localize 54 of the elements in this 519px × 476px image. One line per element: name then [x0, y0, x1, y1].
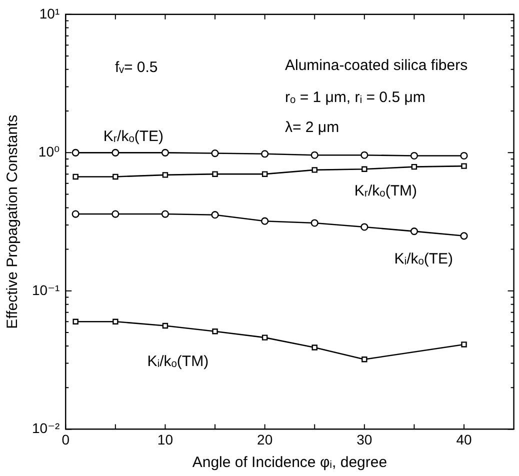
point	[461, 342, 467, 348]
point	[410, 227, 418, 236]
point	[310, 219, 318, 227]
series-label: Kᵣ/kₒ(TE)	[103, 128, 164, 145]
point	[262, 334, 268, 340]
point	[212, 328, 218, 334]
point	[161, 148, 170, 156]
x-tick-label: 30	[356, 431, 372, 448]
point	[460, 232, 468, 240]
series-label: Kᵢ/kₒ(TM)	[147, 352, 209, 370]
point	[261, 150, 269, 158]
y-tick-label: 10¹	[39, 5, 60, 22]
annotation: λ= 2 μm	[285, 119, 340, 136]
point	[212, 171, 218, 177]
y-axis-title: Effective Propagation Constants	[4, 114, 22, 329]
point	[112, 318, 118, 324]
point	[112, 148, 120, 156]
y-tick-label: 10⁻¹	[32, 282, 60, 298]
point	[162, 322, 168, 329]
x-tick-label: 10	[157, 431, 174, 448]
point	[72, 174, 78, 180]
point	[72, 148, 80, 156]
y-tick-label: 10⁻²	[32, 420, 60, 436]
point	[411, 164, 418, 170]
series-label: Kᵢ/kₒ(TE)	[394, 250, 454, 268]
x-tick-label: 40	[456, 431, 472, 448]
annotation: fᵥ= 0.5	[115, 59, 158, 76]
x-axis-title: Angle of Incidence φᵢ, degree	[192, 454, 388, 472]
point	[312, 167, 318, 173]
annotation: Alumina-coated silica fibers	[285, 57, 468, 74]
point	[460, 152, 468, 160]
point	[461, 163, 467, 169]
point	[360, 151, 368, 159]
point	[211, 149, 219, 158]
point	[410, 152, 418, 160]
point	[362, 356, 368, 362]
point	[162, 172, 168, 178]
point	[112, 210, 120, 218]
x-tick-label: 0	[62, 431, 70, 448]
point	[362, 166, 368, 172]
series-label: Kᵣ/kₒ(TM)	[354, 182, 417, 200]
y-tick-label: 10⁰	[38, 144, 60, 160]
x-tick-label: 20	[257, 431, 273, 448]
point	[312, 344, 318, 350]
point	[161, 210, 170, 218]
point	[262, 171, 268, 177]
annotation: rₒ = 1 μm, rᵢ = 0.5 μm	[285, 89, 426, 106]
point	[261, 217, 269, 225]
point	[72, 318, 78, 324]
point	[211, 211, 219, 219]
point	[72, 210, 80, 218]
point	[310, 151, 318, 159]
point	[360, 223, 368, 231]
point	[112, 174, 118, 180]
